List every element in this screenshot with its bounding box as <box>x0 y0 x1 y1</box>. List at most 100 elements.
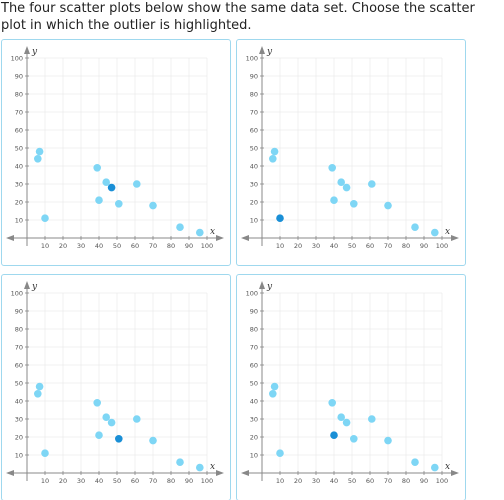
y-tick-label: 100 <box>11 289 23 297</box>
x-tick-label: 70 <box>384 242 392 250</box>
x-tick-label: 100 <box>436 477 448 485</box>
y-tick-label: 10 <box>250 216 258 224</box>
data-point <box>41 214 49 222</box>
y-axis-arrow <box>24 281 30 289</box>
x-tick-label: 100 <box>201 477 213 485</box>
choice-a-scatter-plot[interactable]: 10 20 30 40 50 60 70 80 90 100 10 20 30 40 50 60 70 80 90 1… <box>1 39 231 266</box>
data-point <box>328 164 336 172</box>
y-tick-label: 90 <box>15 72 23 80</box>
data-point <box>196 463 204 472</box>
data-point <box>350 435 358 443</box>
y-axis-arrow <box>259 46 265 54</box>
y-axis-label: y <box>31 282 38 292</box>
x-axis-arrow-left <box>6 470 14 476</box>
x-axis-arrow-right <box>216 470 224 476</box>
y-tick-label: 10 <box>15 216 23 224</box>
x-tick-label: 100 <box>436 242 448 250</box>
data-point <box>149 201 157 210</box>
data-point <box>269 390 277 398</box>
x-tick-label: 30 <box>77 477 85 485</box>
y-tick-label: 10 <box>250 451 258 459</box>
y-tick-label: 90 <box>15 307 23 315</box>
y-axis-label: y <box>266 282 273 292</box>
y-tick-label: 80 <box>15 325 23 333</box>
data-point <box>276 449 284 457</box>
y-axis-arrow <box>259 281 265 289</box>
data-point <box>270 147 279 156</box>
data-point <box>93 399 101 407</box>
data-point <box>337 413 345 421</box>
y-tick-label: 70 <box>15 108 23 116</box>
data-point <box>342 418 351 427</box>
x-tick-label: 90 <box>185 477 193 485</box>
x-axis-label: x <box>445 462 450 472</box>
y-tick-label: 20 <box>15 198 23 206</box>
data-point <box>431 463 439 472</box>
x-axis-arrow-left <box>6 235 14 241</box>
y-axis-label: y <box>31 47 38 57</box>
x-axis-label: x <box>445 227 450 237</box>
x-axis-label: x <box>210 227 215 237</box>
y-tick-label: 50 <box>15 379 23 387</box>
scatter-plot-d: 10 20 30 40 50 60 70 80 90 100 10 20 30 40 50 60 70 80 90 1… <box>241 281 459 485</box>
data-point <box>176 458 184 466</box>
data-point <box>102 413 110 421</box>
y-tick-label: 70 <box>250 108 258 116</box>
y-tick-label: 90 <box>250 307 258 315</box>
y-tick-label: 50 <box>250 379 258 387</box>
data-point <box>149 436 157 445</box>
data-point <box>133 415 141 423</box>
y-tick-label: 30 <box>15 180 23 188</box>
y-tick-label: 30 <box>250 180 258 188</box>
x-tick-label: 20 <box>59 477 67 485</box>
x-tick-label: 30 <box>77 242 85 250</box>
x-tick-label: 40 <box>95 242 103 250</box>
choice-d-scatter-plot[interactable]: 10 20 30 40 50 60 70 80 90 100 10 20 30 40 50 60 70 80 90 1… <box>236 274 466 500</box>
x-tick-label: 20 <box>294 242 302 250</box>
data-point <box>34 155 42 163</box>
y-tick-label: 90 <box>250 72 258 80</box>
data-point <box>196 228 204 237</box>
data-point <box>115 200 123 208</box>
x-tick-label: 90 <box>420 477 428 485</box>
x-tick-label: 60 <box>131 242 139 250</box>
y-tick-label: 80 <box>15 90 23 98</box>
choice-b-scatter-plot[interactable]: 10 20 30 40 50 60 70 80 90 100 10 20 30 40 50 60 70 80 90 1… <box>236 39 466 266</box>
y-axis-label: y <box>266 47 273 57</box>
y-tick-label: 30 <box>15 415 23 423</box>
x-axis-arrow-left <box>241 470 249 476</box>
choice-c-scatter-plot[interactable]: 10 20 30 40 50 60 70 80 90 100 10 20 30 40 50 60 70 80 90 1… <box>1 274 231 500</box>
data-point <box>330 196 338 204</box>
y-tick-label: 20 <box>250 198 258 206</box>
x-tick-label: 60 <box>131 477 139 485</box>
scatter-plot-a: 10 20 30 40 50 60 70 80 90 100 10 20 30 40 50 60 70 80 90 1… <box>6 46 224 250</box>
x-tick-label: 20 <box>294 477 302 485</box>
y-tick-label: 30 <box>250 415 258 423</box>
y-tick-label: 40 <box>250 162 258 170</box>
data-point <box>107 418 116 427</box>
y-tick-label: 60 <box>250 126 258 134</box>
data-point <box>93 164 101 172</box>
y-tick-label: 50 <box>15 144 23 152</box>
data-point <box>270 382 279 391</box>
data-point <box>350 200 358 208</box>
data-point <box>95 431 103 439</box>
x-tick-label: 10 <box>276 477 284 485</box>
highlighted-point <box>115 435 123 443</box>
data-point <box>95 196 103 204</box>
data-point <box>431 228 439 237</box>
x-tick-label: 60 <box>366 477 374 485</box>
data-point <box>133 180 141 188</box>
x-tick-label: 70 <box>384 477 392 485</box>
data-point <box>34 390 42 398</box>
x-tick-label: 90 <box>420 242 428 250</box>
highlighted-point <box>330 431 338 439</box>
x-tick-label: 80 <box>402 242 410 250</box>
x-tick-label: 40 <box>95 477 103 485</box>
x-axis-arrow-right <box>216 235 224 241</box>
data-point <box>35 382 44 391</box>
x-tick-label: 10 <box>41 477 49 485</box>
x-tick-label: 20 <box>59 242 67 250</box>
x-tick-label: 50 <box>348 242 356 250</box>
y-tick-label: 70 <box>250 343 258 351</box>
